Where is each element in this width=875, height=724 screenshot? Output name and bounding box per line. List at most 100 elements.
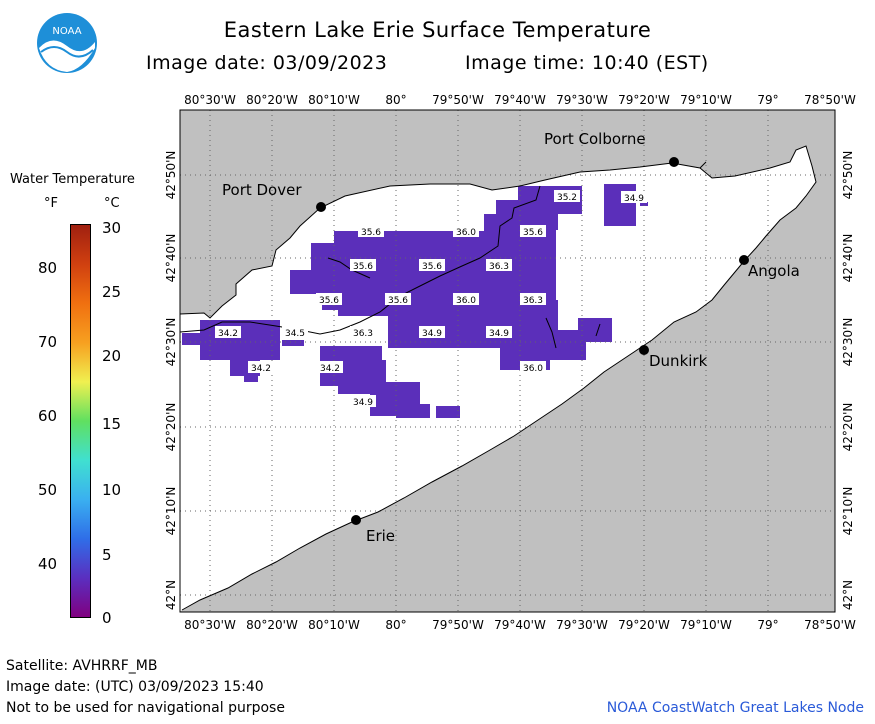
svg-text:36.3: 36.3 (523, 296, 543, 306)
city-labels: Port Colborne Port Dover Angola Dunkirk … (222, 130, 800, 545)
svg-text:79°50'W: 79°50'W (432, 618, 484, 632)
legend-tick-c: 20 (102, 347, 122, 365)
city-label-port-colborne: Port Colborne (544, 130, 646, 148)
legend-tick-f: 80 (38, 259, 58, 277)
noaa-logo-text: NOAA (52, 26, 81, 37)
legend-tick-f: 70 (38, 333, 58, 351)
svg-text:79°10'W: 79°10'W (680, 618, 732, 632)
svg-text:34.9: 34.9 (353, 398, 373, 408)
temperature-labels: 35.2 34.9 35.6 36.0 35.6 35.6 35.6 36.3 … (215, 190, 647, 408)
svg-text:79°40'W: 79°40'W (494, 618, 546, 632)
legend-tick-f: 40 (38, 555, 58, 573)
svg-text:78°50'W: 78°50'W (804, 93, 856, 107)
svg-text:36.3: 36.3 (353, 329, 373, 339)
temp-label: 36.0 (520, 361, 546, 374)
temp-label: 36.3 (350, 326, 376, 339)
svg-text:79°30'W: 79°30'W (556, 93, 608, 107)
svg-text:80°: 80° (385, 93, 406, 107)
svg-text:42°20'N: 42°20'N (164, 403, 178, 452)
noaa-logo-icon: NOAA (36, 12, 98, 74)
svg-text:36.3: 36.3 (489, 262, 509, 272)
legend-tick-c: 30 (102, 219, 122, 237)
image-time: Image time: 10:40 (EST) (465, 52, 709, 74)
temp-label: 35.6 (520, 225, 546, 238)
temp-label: 35.6 (316, 293, 342, 306)
city-markers (316, 157, 749, 525)
temp-label: 36.3 (520, 293, 546, 306)
svg-text:79°: 79° (757, 618, 778, 632)
svg-text:79°20'W: 79°20'W (618, 618, 670, 632)
page-title: Eastern Lake Erie Surface Temperature (223, 18, 652, 42)
svg-text:79°30'W: 79°30'W (556, 618, 608, 632)
temp-label: 34.9 (350, 395, 376, 408)
svg-text:36.0: 36.0 (523, 364, 543, 374)
temp-label: 34.9 (419, 326, 445, 339)
temp-label: 35.6 (358, 225, 384, 238)
temp-label: 35.6 (419, 259, 445, 272)
svg-text:42°30'N: 42°30'N (841, 318, 855, 367)
svg-text:35.6: 35.6 (422, 262, 442, 272)
legend-tick-c: 5 (102, 546, 112, 564)
temp-label: 35.2 (554, 190, 580, 203)
svg-text:35.6: 35.6 (353, 262, 373, 272)
utc-date: Image date: (UTC) 03/09/2023 15:40 (6, 679, 264, 695)
legend-unit-c: °C (104, 196, 120, 211)
svg-text:42°N: 42°N (841, 580, 855, 610)
svg-text:80°30'W: 80°30'W (184, 618, 236, 632)
city-label-dunkirk: Dunkirk (649, 352, 708, 370)
temperature-colorbar (70, 224, 91, 618)
city-label-port-dover: Port Dover (222, 181, 302, 199)
svg-text:79°40'W: 79°40'W (494, 93, 546, 107)
svg-text:79°50'W: 79°50'W (432, 93, 484, 107)
temp-label: 34.9 (486, 326, 512, 339)
svg-text:35.6: 35.6 (361, 228, 381, 238)
city-label-erie: Erie (366, 527, 395, 545)
temp-label: 35.6 (350, 259, 376, 272)
svg-text:42°40'N: 42°40'N (164, 234, 178, 283)
legend-unit-f: °F (44, 196, 58, 211)
svg-text:42°10'N: 42°10'N (164, 487, 178, 536)
temp-label: 36.0 (453, 293, 479, 306)
svg-text:42°50'N: 42°50'N (164, 151, 178, 200)
legend-tick-c: 25 (102, 283, 122, 301)
svg-text:42°50'N: 42°50'N (841, 151, 855, 200)
legend-title: Water Temperature (10, 172, 135, 187)
legend-tick-c: 0 (102, 609, 112, 627)
svg-text:36.0: 36.0 (456, 228, 476, 238)
lon-labels-top: 80°30'W 80°20'W 80°10'W 80° 79°50'W 79°4… (184, 93, 856, 107)
temp-label: 36.0 (453, 225, 479, 238)
svg-text:79°: 79° (757, 93, 778, 107)
svg-text:34.5: 34.5 (285, 329, 305, 339)
svg-text:34.9: 34.9 (624, 194, 644, 204)
svg-text:42°40'N: 42°40'N (841, 234, 855, 283)
svg-text:79°10'W: 79°10'W (680, 93, 732, 107)
legend-tick-f: 60 (38, 407, 58, 425)
disclaimer: Not to be used for navigational purpose (6, 700, 285, 716)
svg-text:42°20'N: 42°20'N (841, 403, 855, 452)
satellite-info: Satellite: AVHRRF_MB (6, 658, 158, 674)
svg-text:34.2: 34.2 (251, 364, 271, 374)
lat-labels-left: 42°50'N 42°40'N 42°30'N 42°20'N 42°10'N … (164, 151, 178, 611)
svg-text:34.2: 34.2 (218, 329, 238, 339)
temp-label: 34.2 (215, 326, 241, 339)
city-marker-angola (739, 255, 749, 265)
svg-text:80°20'W: 80°20'W (246, 618, 298, 632)
svg-text:80°10'W: 80°10'W (308, 93, 360, 107)
city-marker-erie (351, 515, 361, 525)
svg-text:35.2: 35.2 (557, 193, 577, 203)
temp-label: 35.6 (385, 293, 411, 306)
legend-tick-f: 50 (38, 481, 58, 499)
lon-labels-bottom: 80°30'W 80°20'W 80°10'W 80° 79°50'W 79°4… (184, 618, 856, 632)
city-marker-port-dover (316, 202, 326, 212)
svg-text:34.9: 34.9 (422, 329, 442, 339)
svg-text:78°50'W: 78°50'W (804, 618, 856, 632)
svg-text:34.2: 34.2 (320, 364, 340, 374)
credit-text: NOAA CoastWatch Great Lakes Node (606, 700, 864, 716)
svg-text:36.0: 36.0 (456, 296, 476, 306)
city-marker-dunkirk (639, 345, 649, 355)
temp-label: 34.2 (317, 361, 343, 374)
lat-labels-right: 42°50'N 42°40'N 42°30'N 42°20'N 42°10'N … (841, 151, 855, 611)
image-date: Image date: 03/09/2023 (146, 52, 388, 74)
svg-text:42°30'N: 42°30'N (164, 318, 178, 367)
svg-text:42°N: 42°N (164, 580, 178, 610)
